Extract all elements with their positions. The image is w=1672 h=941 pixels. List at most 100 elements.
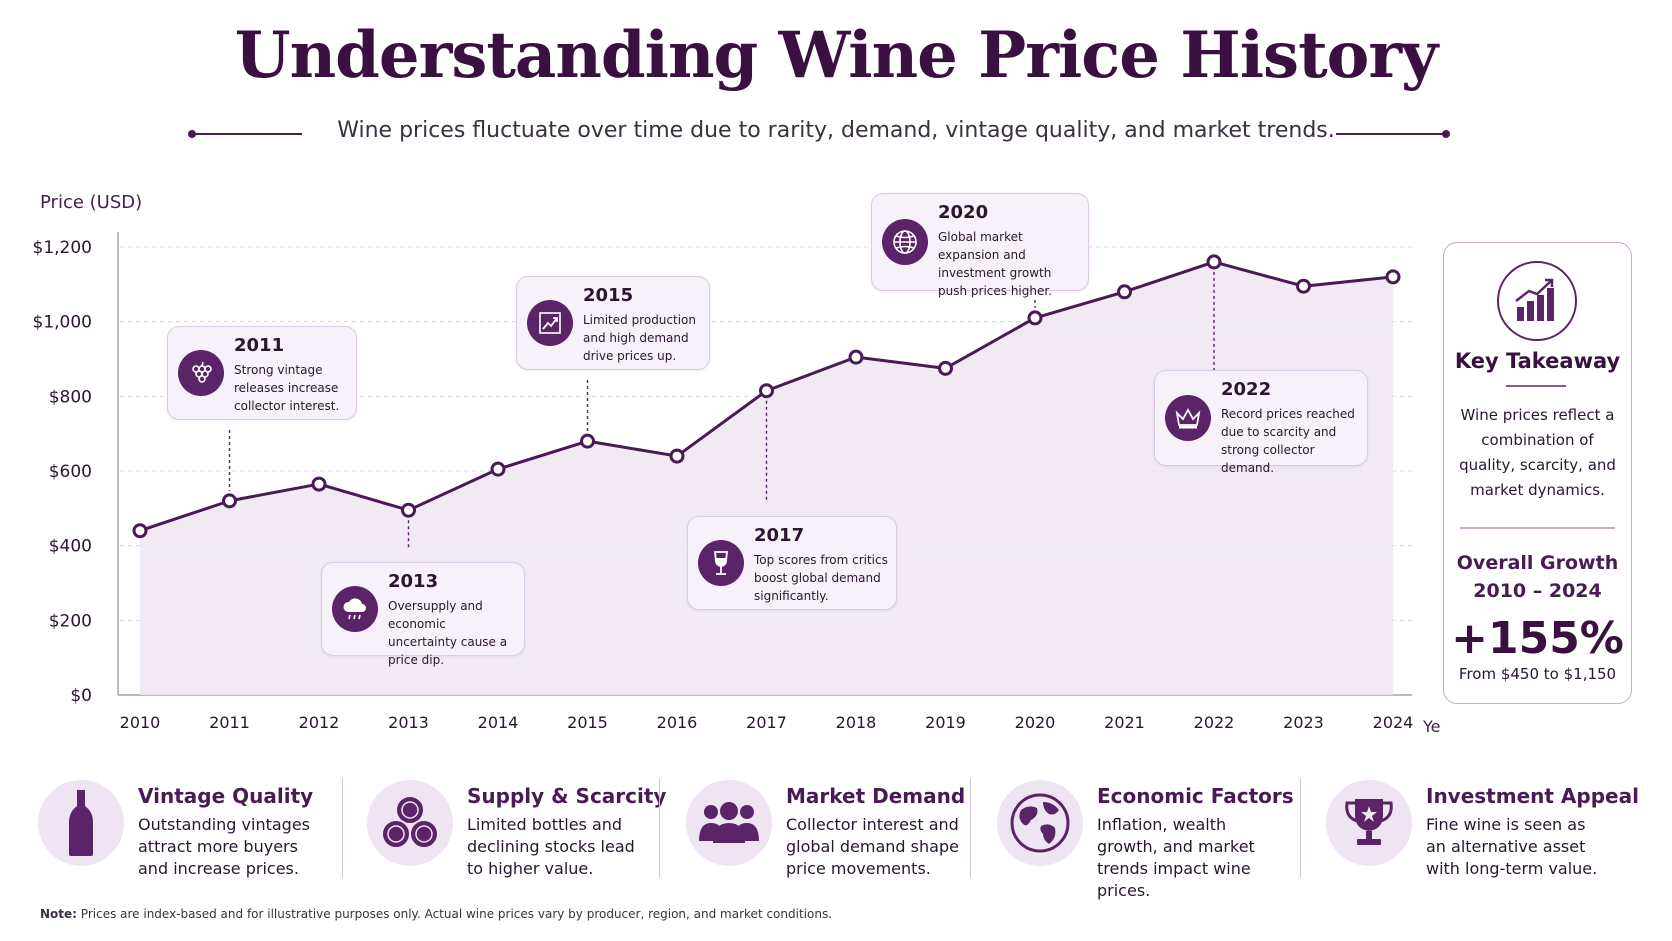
- takeaway-rule: [1506, 385, 1566, 387]
- y-tick-label: $0: [70, 686, 92, 706]
- globe-icon: [882, 219, 928, 265]
- subtitle-rule-right: [1336, 130, 1450, 138]
- data-point: [401, 502, 416, 518]
- factor-title: Economic Factors: [1097, 784, 1294, 808]
- x-tick-label: 2023: [1283, 713, 1324, 732]
- x-tick-label: 2020: [1015, 713, 1056, 732]
- data-point: [1385, 269, 1401, 285]
- subtitle-rule-left: [188, 130, 302, 138]
- takeaway-divider: [1460, 527, 1615, 529]
- data-point: [132, 523, 148, 539]
- factor-text: Inflation, wealth growth, and market tre…: [1097, 815, 1255, 900]
- factor-vintage-quality: Vintage Quality Outstanding vintages att…: [38, 770, 338, 880]
- annotation-card-2011: 2011 Strong vintage releases increase co…: [167, 326, 357, 420]
- y-tick-label: $800: [49, 387, 92, 407]
- y-axis-label: Price (USD): [40, 192, 142, 213]
- x-tick-label: 2018: [836, 713, 877, 732]
- annotation-card-2020: 2020 Global market expansion and investm…: [871, 193, 1089, 298]
- factor-separator: [1300, 778, 1301, 878]
- growth-label-line-2: 2010 – 2024: [1473, 580, 1602, 602]
- growth-value: +155%: [1451, 613, 1624, 664]
- x-tick-label: 2022: [1194, 713, 1235, 732]
- factor-text: Fine wine is seen as an alternative asse…: [1426, 815, 1598, 878]
- data-point: [1206, 254, 1222, 270]
- annotation-year: 2011: [234, 335, 285, 356]
- x-tick-label: 2016: [657, 713, 698, 732]
- x-tick-label: 2017: [746, 713, 787, 732]
- y-tick-label: $400: [49, 537, 92, 557]
- annotation-year: 2020: [938, 202, 989, 223]
- y-tick-label: $1,000: [33, 313, 92, 333]
- y-tick-label: $600: [49, 462, 92, 482]
- annotation-text: Oversupply and economic uncertainty caus…: [388, 599, 508, 667]
- trophy-icon: [1326, 780, 1412, 866]
- annotation-year: 2015: [583, 285, 634, 306]
- annotation-year: 2017: [754, 525, 805, 546]
- bar-chart-growth-icon: [1497, 261, 1577, 341]
- factor-separator: [970, 778, 971, 878]
- wine-bottle-icon: [38, 780, 124, 866]
- annotation-text: Record prices reached due to scarcity an…: [1221, 407, 1355, 475]
- annotation-card-2015: 2015 Limited production and high demand …: [516, 276, 710, 370]
- earth-icon: [997, 780, 1083, 866]
- data-point: [490, 461, 506, 477]
- factor-investment-appeal: Investment Appeal Fine wine is seen as a…: [1326, 770, 1639, 880]
- annotation-card-2013: 2013 Oversupply and economic uncertainty…: [321, 562, 525, 667]
- rain-cloud-icon: [332, 586, 378, 632]
- x-tick-label: 2021: [1104, 713, 1145, 732]
- factor-supply-scarcity: Supply & Scarcity Limited bottles and de…: [367, 770, 667, 880]
- x-axis-label: Year: [1422, 717, 1440, 736]
- annotation-text: Limited production and high demand drive…: [583, 313, 696, 363]
- x-tick-label: 2019: [925, 713, 966, 732]
- x-tick-label: 2010: [120, 713, 161, 732]
- data-point: [1117, 284, 1132, 300]
- key-takeaway-panel: Key Takeaway Wine prices reflect a combi…: [1443, 242, 1632, 704]
- factor-separator: [342, 778, 343, 878]
- y-tick-label: $200: [49, 611, 92, 631]
- data-point: [938, 360, 953, 376]
- y-tick-label: $1,200: [33, 238, 92, 258]
- factor-title: Investment Appeal: [1426, 784, 1639, 808]
- price-factors-row: Vintage Quality Outstanding vintages att…: [0, 770, 1672, 900]
- data-point: [1296, 278, 1311, 294]
- x-tick-label: 2011: [209, 713, 250, 732]
- growth-chart-icon: [527, 300, 573, 346]
- footnote: Note: Prices are index-based and for ill…: [40, 907, 832, 921]
- footnote-text: Prices are index-based and for illustrat…: [80, 907, 833, 921]
- annotation-year: 2022: [1221, 379, 1272, 400]
- growth-label: Overall Growth 2010 – 2024: [1444, 549, 1631, 605]
- growth-range: From $450 to $1,150: [1458, 665, 1617, 683]
- takeaway-title: Key Takeaway: [1454, 349, 1621, 373]
- annotation-card-2017: 2017 Top scores from critics boost globa…: [687, 516, 897, 610]
- x-tick-label: 2013: [388, 713, 429, 732]
- annotation-year: 2013: [388, 571, 439, 592]
- factor-text: Limited bottles and declining stocks lea…: [467, 815, 635, 878]
- people-icon: [686, 780, 772, 866]
- annotation-text: Global market expansion and investment g…: [938, 230, 1053, 298]
- factor-title: Market Demand: [786, 784, 966, 808]
- annotation-text: Strong vintage releases increase collect…: [234, 363, 340, 413]
- data-point: [580, 433, 595, 449]
- x-tick-label: 2012: [299, 713, 340, 732]
- factor-title: Supply & Scarcity: [467, 784, 667, 808]
- page-subtitle: Wine prices fluctuate over time due to r…: [337, 118, 1335, 143]
- x-tick-label: 2024: [1373, 713, 1414, 732]
- factor-separator: [659, 778, 660, 878]
- barrels-icon: [367, 780, 453, 866]
- data-point: [1027, 310, 1043, 326]
- data-point: [848, 349, 864, 365]
- data-point: [669, 448, 685, 464]
- annotation-text: Top scores from critics boost global dem…: [754, 553, 888, 603]
- growth-label-line-1: Overall Growth: [1456, 552, 1619, 574]
- x-tick-label: 2015: [567, 713, 608, 732]
- crown-icon: [1165, 395, 1211, 441]
- wine-glass-icon: [698, 540, 744, 586]
- x-tick-label: 2014: [478, 713, 519, 732]
- data-point: [759, 383, 774, 399]
- factor-text: Collector interest and global demand sha…: [786, 815, 959, 878]
- factor-text: Outstanding vintages attract more buyers…: [138, 815, 311, 878]
- page-title: Understanding Wine Price History: [234, 18, 1438, 93]
- takeaway-text: Wine prices reflect a combination of qua…: [1459, 406, 1616, 499]
- annotation-card-2022: 2022 Record prices reached due to scarci…: [1154, 370, 1368, 475]
- grapes-icon: [178, 350, 224, 396]
